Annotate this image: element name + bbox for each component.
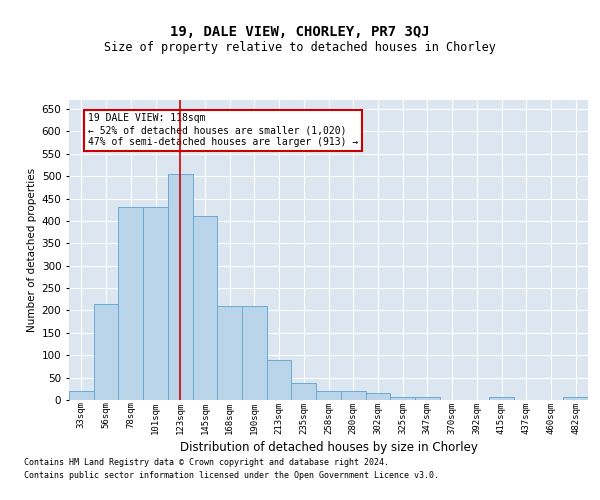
Bar xyxy=(267,360,292,400)
Bar xyxy=(415,397,440,400)
Text: 19, DALE VIEW, CHORLEY, PR7 3QJ: 19, DALE VIEW, CHORLEY, PR7 3QJ xyxy=(170,26,430,40)
Bar xyxy=(118,208,143,400)
Y-axis label: Number of detached properties: Number of detached properties xyxy=(28,168,37,332)
Bar xyxy=(168,174,193,400)
Bar xyxy=(489,397,514,400)
Bar xyxy=(69,391,94,400)
Bar xyxy=(292,383,316,400)
Bar xyxy=(316,391,341,400)
Bar xyxy=(217,306,242,400)
Text: Contains HM Land Registry data © Crown copyright and database right 2024.: Contains HM Land Registry data © Crown c… xyxy=(24,458,389,467)
Bar xyxy=(365,394,390,400)
Bar xyxy=(390,397,415,400)
X-axis label: Distribution of detached houses by size in Chorley: Distribution of detached houses by size … xyxy=(179,440,478,454)
Bar xyxy=(341,391,365,400)
Text: Contains public sector information licensed under the Open Government Licence v3: Contains public sector information licen… xyxy=(24,472,439,480)
Bar xyxy=(94,304,118,400)
Bar xyxy=(242,306,267,400)
Bar xyxy=(193,216,217,400)
Text: 19 DALE VIEW: 118sqm
← 52% of detached houses are smaller (1,020)
47% of semi-de: 19 DALE VIEW: 118sqm ← 52% of detached h… xyxy=(88,114,359,146)
Text: Size of property relative to detached houses in Chorley: Size of property relative to detached ho… xyxy=(104,41,496,54)
Bar xyxy=(563,397,588,400)
Bar xyxy=(143,208,168,400)
